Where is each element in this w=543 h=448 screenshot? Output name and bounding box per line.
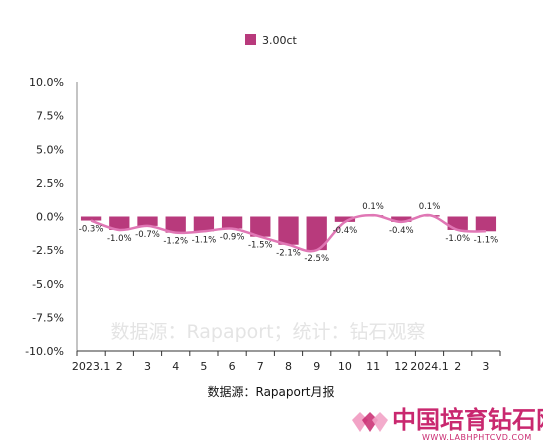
bar <box>109 216 130 230</box>
y-tick-label: 5.0% <box>36 143 64 156</box>
bar <box>306 216 327 251</box>
trend-line <box>90 213 486 253</box>
x-tick-label: 9 <box>313 360 320 373</box>
data-label: -0.9% <box>220 233 245 243</box>
brand-logo: 中国培育钻石网 WWW.LABHPHTCVD.COM <box>352 406 543 442</box>
x-tick-label: 4 <box>172 360 179 373</box>
bar <box>137 216 158 226</box>
y-tick-label: 0.0% <box>36 211 64 224</box>
bar <box>475 216 497 232</box>
source-caption: 数据源：Rapaport月报 <box>208 384 335 399</box>
brand-url: WWW.LABHPHTCVD.COM <box>422 433 532 442</box>
data-label: 0.1% <box>362 202 384 212</box>
y-tick-label: 7.5% <box>36 110 64 123</box>
x-tick-label: 11 <box>366 360 380 373</box>
bar <box>165 216 186 233</box>
data-label: -1.0% <box>107 234 132 244</box>
bar <box>391 216 412 222</box>
data-label: -0.4% <box>389 226 414 236</box>
y-tick-label: -2.5% <box>32 244 64 257</box>
legend: 3.00ct <box>245 34 298 47</box>
legend-swatch <box>245 34 256 45</box>
y-tick-label: -5.0% <box>32 278 64 291</box>
x-tick-label: 2024.1 <box>410 360 449 373</box>
x-tick-label: 3 <box>482 360 489 373</box>
bar <box>278 216 299 245</box>
data-label: 0.1% <box>419 202 441 212</box>
x-tick-label: 10 <box>338 360 352 373</box>
x-tick-label: 7 <box>257 360 264 373</box>
x-tick-label: 5 <box>200 360 207 373</box>
x-tick-label: 2 <box>454 360 461 373</box>
data-label: -1.1% <box>474 235 499 245</box>
x-tick-label: 6 <box>229 360 236 373</box>
x-tick-label: 2023.1 <box>72 360 111 373</box>
x-tick-label: 8 <box>285 360 292 373</box>
data-label: -0.7% <box>135 230 160 240</box>
x-tick-label: 3 <box>144 360 151 373</box>
watermark: 数据源：Rapaport；统计：钻石观察 <box>110 321 425 343</box>
y-tick-label: -10.0% <box>25 345 64 358</box>
data-label: -2.1% <box>276 249 301 259</box>
x-tick-label: 2 <box>116 360 123 373</box>
y-tick-label: -7.5% <box>32 311 64 324</box>
diamond-icon <box>352 412 388 432</box>
bar <box>193 216 215 232</box>
x-tick-label: 12 <box>394 360 408 373</box>
bar <box>334 216 356 222</box>
bar <box>80 216 102 221</box>
bar <box>221 216 243 229</box>
y-tick-label: 2.5% <box>36 177 64 190</box>
data-label: -1.1% <box>192 235 217 245</box>
brand-name: 中国培育钻石网 <box>392 406 543 434</box>
data-label: -0.3% <box>79 225 104 235</box>
bar <box>250 216 271 237</box>
data-label: -1.2% <box>163 237 188 247</box>
data-label: -2.5% <box>304 254 329 264</box>
legend-label: 3.00ct <box>262 34 298 47</box>
data-label: -1.0% <box>445 234 470 244</box>
data-label: -0.4% <box>333 226 358 236</box>
y-tick-label: 10.0% <box>29 76 64 89</box>
data-label: -1.5% <box>248 241 273 251</box>
